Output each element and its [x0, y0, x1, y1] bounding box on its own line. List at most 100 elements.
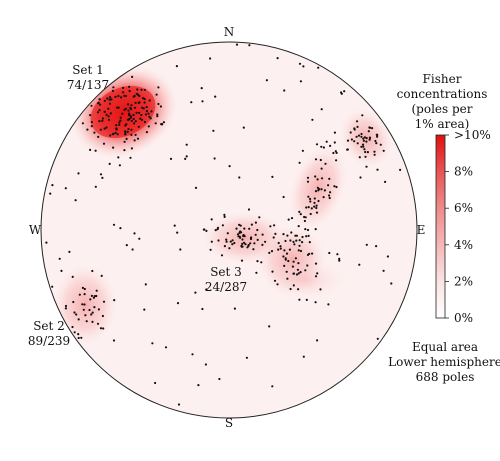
pole-point	[139, 117, 142, 120]
pole-point	[301, 149, 304, 152]
pole-point	[295, 273, 299, 276]
pole-point	[289, 239, 292, 242]
pole-point	[93, 306, 96, 309]
pole-point	[162, 121, 165, 124]
pole-point	[190, 101, 193, 104]
pole-point	[102, 142, 106, 145]
pole-point	[95, 289, 98, 292]
pole-point	[228, 247, 231, 250]
pole-point	[95, 294, 98, 298]
pole-point	[90, 294, 93, 297]
pole-point	[373, 150, 376, 153]
pole-point	[132, 117, 135, 121]
pole-point	[103, 127, 106, 130]
pole-point	[114, 95, 117, 98]
pole-point	[315, 204, 318, 207]
pole-point	[49, 192, 52, 195]
pole-point	[143, 308, 146, 311]
pole-point	[314, 158, 318, 161]
pole-point	[100, 274, 103, 277]
pole-point	[130, 119, 133, 122]
pole-point	[130, 147, 133, 150]
colorbar-tick-label: 2%	[454, 274, 473, 288]
pole-point	[302, 355, 305, 358]
pole-point	[200, 87, 203, 90]
pole-point	[124, 130, 127, 133]
pole-point	[173, 224, 176, 227]
pole-point	[149, 117, 152, 120]
pole-point	[201, 307, 204, 311]
pole-point	[353, 140, 356, 143]
pole-point	[78, 293, 81, 296]
pole-point	[369, 126, 372, 129]
pole-point	[320, 188, 323, 191]
pole-point	[355, 135, 358, 138]
colorbar-tick-label: 4%	[454, 238, 473, 252]
pole-point	[97, 135, 100, 138]
pole-point	[81, 303, 84, 306]
pole-point	[176, 302, 180, 305]
pole-point	[145, 105, 148, 109]
pole-point	[77, 333, 80, 336]
pole-point	[325, 140, 328, 143]
pole-point	[83, 303, 86, 306]
pole-point	[108, 98, 111, 101]
pole-point	[316, 178, 319, 181]
colorbar-ticks: 0% 2% 4% 6% 8% >10%	[445, 128, 491, 325]
pole-point	[362, 139, 365, 142]
pole-point	[145, 131, 148, 134]
pole-point	[123, 149, 126, 152]
pole-point	[346, 148, 349, 151]
pole-point	[114, 131, 117, 134]
pole-point	[285, 252, 289, 255]
pole-point	[117, 156, 120, 159]
pole-point	[360, 145, 363, 148]
pole-point	[261, 233, 264, 236]
pole-point	[328, 251, 331, 255]
pole-point	[291, 265, 294, 268]
pole-point	[97, 308, 100, 311]
pole-point	[144, 283, 147, 286]
pole-point	[382, 149, 385, 152]
pole-point	[236, 233, 240, 236]
pole-point	[64, 307, 67, 310]
pole-point	[203, 228, 206, 231]
pole-point	[145, 110, 148, 113]
pole-point	[107, 107, 110, 110]
pole-point	[333, 141, 336, 144]
pole-point	[185, 155, 188, 158]
pole-point	[306, 253, 310, 256]
pole-point	[272, 236, 275, 239]
pole-point	[115, 127, 118, 130]
pole-point	[105, 126, 108, 129]
stereonet-outline	[40, 41, 418, 419]
pole-point	[98, 109, 101, 112]
pole-point	[319, 288, 322, 291]
pole-point	[109, 96, 112, 99]
pole-point	[116, 133, 119, 136]
pole-point	[218, 377, 221, 381]
pole-point	[298, 161, 301, 164]
pole-point	[231, 239, 234, 242]
pole-point	[360, 132, 363, 136]
pole-point	[327, 303, 330, 306]
pole-point	[108, 102, 111, 105]
pole-point	[126, 130, 129, 133]
pole-point	[279, 247, 282, 250]
pole-point	[238, 223, 241, 226]
pole-point	[305, 206, 308, 209]
pole-point	[338, 259, 341, 262]
pole-point	[135, 92, 138, 95]
pole-point	[99, 128, 102, 131]
pole-point	[294, 257, 297, 260]
pole-point	[148, 115, 151, 118]
pole-point	[307, 234, 310, 237]
pole-point	[315, 211, 319, 214]
pole-point	[268, 325, 271, 328]
compass-east: E	[417, 223, 426, 237]
pole-point	[286, 234, 289, 237]
pole-point	[295, 239, 298, 242]
pole-point	[51, 184, 54, 187]
pole-point	[277, 241, 280, 245]
pole-point	[384, 180, 387, 183]
